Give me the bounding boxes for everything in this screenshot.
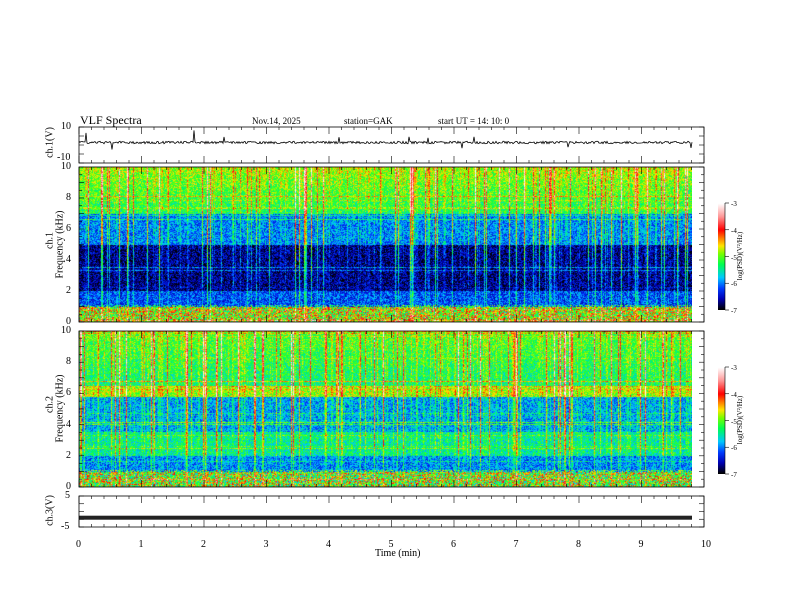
colorbar-1-label: log(PSD)(V²/Hz) (736, 231, 744, 281)
spec1-tick-label: 4 (66, 254, 71, 265)
colorbar-2-label: log(PSD)(V²/Hz) (736, 395, 744, 445)
ch1-spectrogram (79, 167, 692, 322)
ch1-waveform (78, 130, 693, 150)
colorbar-tick-label: -6 (731, 444, 737, 453)
spec1-tick-label: 8 (66, 192, 71, 203)
ch2-spectrogram (79, 331, 692, 487)
colorbar-tick-label: -7 (731, 307, 737, 315)
ch1-ylabel: ch.1(V) (44, 127, 56, 158)
spec2-tick-label: 10 (61, 325, 71, 336)
x-tick-label: 3 (263, 539, 269, 550)
spec2-tick-label: 6 (66, 387, 71, 399)
ch3-tick-top: 5 (65, 490, 70, 501)
figure-title: VLF Spectra (80, 113, 142, 127)
x-tick-label: 10 (701, 539, 711, 550)
start-time-label: start UT = 14: 10: 0 (438, 116, 510, 126)
x-tick-label: 2 (201, 539, 206, 550)
ch1-tick-bottom: -10 (57, 152, 71, 163)
ch3-waveform (79, 515, 692, 520)
date-label: Nov.14, 2025 (252, 116, 301, 126)
spec1-tick-label: 2 (66, 285, 71, 296)
x-tick-label: 5 (388, 539, 394, 550)
colorbar-tick-label: -7 (731, 471, 737, 479)
spec2-tick-label: 8 (66, 356, 71, 368)
colorbar-tick-label: -4 (731, 226, 737, 235)
spec2-tick-label: 0 (66, 481, 71, 492)
x-tick-label: 8 (576, 539, 581, 550)
x-tick-label: 1 (138, 539, 144, 550)
ch3-tick-bottom: -5 (61, 521, 70, 532)
spec1-tick-label: 6 (66, 223, 71, 234)
colorbar-tick-label: -5 (731, 253, 737, 262)
spec1-panel-frame (78, 166, 705, 323)
colorbar-tick-label: -6 (731, 280, 737, 289)
ch1-tick-top: 10 (61, 121, 71, 132)
station-label: station=GAK (344, 116, 393, 126)
spec2-ylabel-frequency: Frequency (kHz) (54, 374, 66, 443)
spec2-panel-frame (78, 330, 705, 488)
spec1-tick-label: 10 (61, 161, 71, 172)
x-tick-label: 0 (76, 539, 81, 550)
colorbar-tick-label: -3 (731, 364, 737, 372)
spec1-ylabel-frequency: Frequency (kHz) (54, 210, 66, 279)
colorbar-1 (718, 203, 725, 310)
colorbar-tick-label: -3 (731, 200, 737, 208)
colorbar-2 (718, 367, 725, 474)
colorbar-tick-label: -5 (731, 417, 737, 426)
x-tick-label: 7 (513, 539, 519, 550)
x-tick-label: 9 (638, 539, 644, 550)
colorbar-tick-label: -4 (731, 390, 737, 399)
x-axis-label: Time (min) (375, 548, 421, 559)
ch3-ylabel: ch.3(V) (44, 495, 56, 526)
spec2-tick-label: 2 (66, 449, 71, 461)
spec1-tick-label: 0 (66, 316, 71, 327)
x-tick-label: 4 (326, 539, 331, 550)
spec2-tick-label: 4 (66, 418, 71, 430)
x-tick-label: 6 (451, 539, 456, 550)
